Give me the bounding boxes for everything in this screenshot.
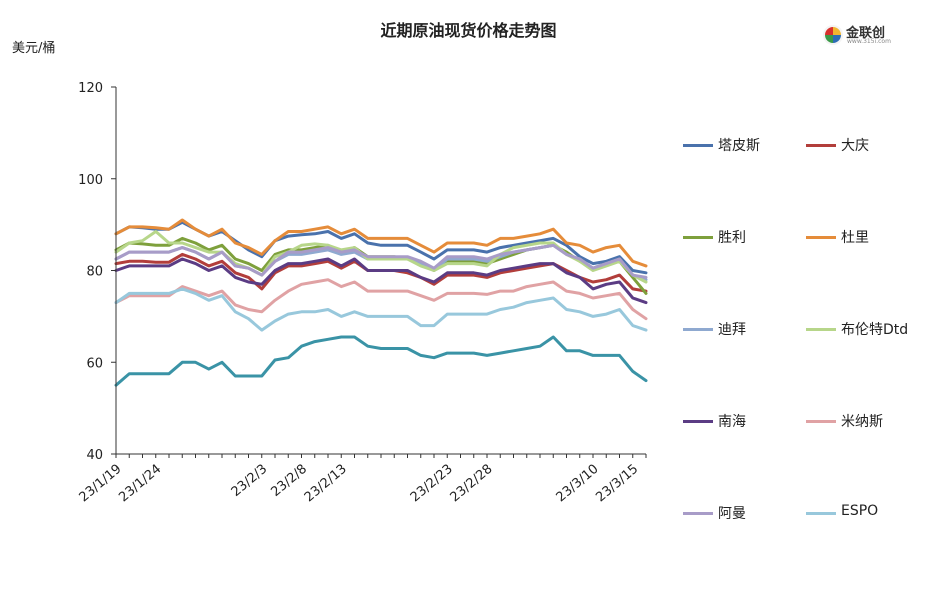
series-line-9 [114, 243, 648, 279]
x-tick-label: 23/3/10 [554, 462, 602, 506]
logo-mark-icon [823, 25, 843, 45]
x-tick-label: 23/2/23 [408, 462, 456, 506]
legend-swatch [806, 144, 836, 147]
legend-label: 米纳斯 [841, 414, 883, 430]
legend-label: 胜利 [718, 230, 746, 246]
y-tick-label: 80 [86, 265, 103, 280]
legend-swatch [683, 512, 713, 515]
legend-label: 布伦特Dtd [841, 322, 909, 338]
x-tick-label: 23/2/13 [302, 462, 350, 506]
legend-swatch [683, 420, 713, 423]
x-tick-label: 23/2/3 [229, 462, 271, 500]
series-line-8 [114, 278, 648, 321]
x-tick-label: 23/2/28 [448, 462, 496, 506]
legend-label: 迪拜 [718, 322, 746, 338]
series-line-7 [114, 257, 648, 305]
series-line-4 [114, 218, 648, 268]
x-tick-label: 23/1/24 [116, 462, 164, 506]
series-line-11 [114, 335, 648, 387]
legend-label: 南海 [718, 414, 746, 430]
y-tick-label: 100 [78, 173, 103, 188]
logo-url: www.315i.com [847, 38, 891, 45]
legend-swatch [683, 144, 713, 147]
x-tick-label: 23/3/15 [593, 462, 641, 506]
brand-logo: 金联创 www.315i.com [822, 22, 892, 48]
legend-label: ESPO [841, 503, 879, 519]
legend-swatch [683, 236, 713, 239]
legend-swatch [806, 328, 836, 331]
series-line-10 [114, 287, 648, 332]
legend-label: 阿曼 [718, 506, 746, 522]
x-tick-label: 23/1/19 [77, 462, 125, 506]
legend-label: 塔皮斯 [718, 138, 760, 154]
legend-swatch [806, 236, 836, 239]
y-axis-unit-label: 美元/桶 [12, 41, 56, 56]
chart-title: 近期原油现货价格走势图 [380, 21, 557, 40]
legend-label: 杜里 [841, 230, 869, 246]
y-tick-label: 40 [86, 448, 103, 463]
legend-swatch [683, 328, 713, 331]
series-layer [114, 218, 648, 387]
logo-name: 金联创 [846, 26, 886, 41]
y-tick-label: 60 [86, 356, 103, 371]
y-tick-label: 120 [78, 81, 103, 96]
legend-swatch [806, 420, 836, 423]
legend-label: 大庆 [841, 138, 869, 154]
legend-swatch [806, 512, 836, 515]
